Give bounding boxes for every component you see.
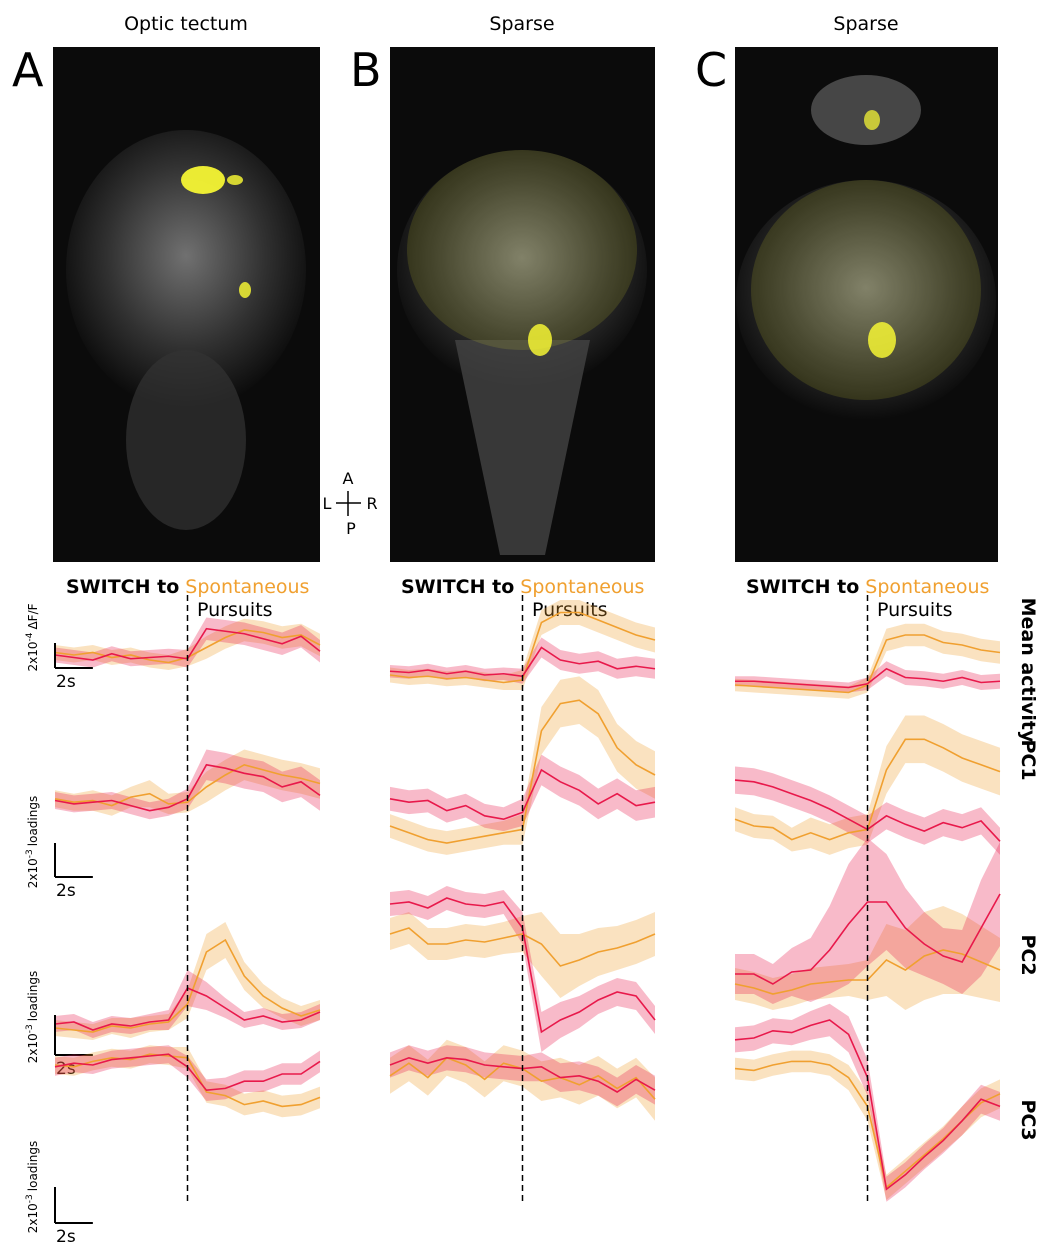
legend-entry: Spontaneous (865, 576, 989, 598)
error-band (735, 766, 1000, 855)
row-label: PC3 (1017, 1099, 1039, 1140)
line: Spontaneous (389, 927, 656, 967)
error-band (735, 1003, 1000, 1202)
error-band (735, 1050, 1000, 1200)
legend-entry: Pursuits (877, 599, 953, 621)
line: Pursuits (735, 667, 1001, 689)
scale-label-base: 2x10 (26, 1203, 40, 1233)
compass-label: L (323, 494, 332, 513)
line: Spontaneous (54, 938, 321, 1033)
scale-bar-y-label: 2x10-3 loadings (25, 1141, 40, 1233)
legend-prefix: SWITCH to (746, 576, 859, 598)
panel-title: Optic tectum (124, 13, 248, 35)
panel-letter: B (350, 43, 382, 97)
panel-title: Sparse (833, 13, 898, 35)
error-band (390, 886, 655, 1052)
legend-entry: Spontaneous (520, 576, 644, 598)
compass-label: A (343, 469, 354, 488)
scale-bar-y-label: 2x10-3 loadings (25, 971, 40, 1063)
scale-label-exponent: -3 (25, 849, 35, 858)
compass-label: P (346, 519, 356, 538)
scale-label-unit: loadings (26, 971, 40, 1021)
brain-image-b (390, 47, 655, 562)
scale-label-unit: loadings (26, 1141, 40, 1191)
scale-bar-x-label: 2s (56, 1227, 76, 1242)
line: Pursuits (735, 893, 1001, 985)
error-band (390, 600, 655, 690)
error-band (390, 676, 655, 855)
scale-label-base: 2x10 (26, 858, 40, 888)
row-label: PC1 (1017, 739, 1039, 780)
legend: SWITCH to Spontaneous (746, 576, 989, 598)
error-band (390, 912, 655, 998)
scale-label-exponent: -3 (25, 1194, 35, 1203)
scale-bar-x-label: 2s (56, 672, 76, 692)
legend: SWITCH to Spontaneous (401, 576, 644, 598)
brain-image-c (735, 47, 998, 562)
error-band (390, 754, 655, 832)
legend-prefix: SWITCH to (401, 576, 514, 598)
compass (336, 491, 361, 516)
scale-label-base: 2x10 (26, 1033, 40, 1063)
scale-bar-y-label: 2x10-4 ΔF/F (25, 603, 40, 671)
line: Pursuits (389, 768, 656, 821)
legend-entry: Spontaneous (185, 576, 309, 598)
brain-image-a (53, 47, 320, 562)
scale-label-exponent: -3 (25, 1024, 35, 1033)
compass-label: R (366, 494, 377, 513)
error-band (55, 749, 320, 816)
legend: SWITCH to Spontaneous (66, 576, 309, 598)
error-band (55, 617, 320, 668)
panel-letter: A (12, 43, 44, 97)
panel-letter: C (695, 43, 727, 97)
scale-label-base: 2x10 (26, 642, 40, 672)
row-label: PC2 (1017, 934, 1039, 975)
scale-label-exponent: -4 (25, 632, 35, 641)
scale-bar-y-label: 2x10-3 loadings (25, 796, 40, 888)
legend-prefix: SWITCH to (66, 576, 179, 598)
error-band (735, 906, 1000, 1010)
scale-label-unit: loadings (26, 796, 40, 846)
legend-entry: Pursuits (197, 599, 273, 621)
scale-label-unit: ΔF/F (26, 603, 40, 629)
row-label: Mean activity (1017, 598, 1039, 743)
panel-title: Sparse (489, 13, 554, 35)
scale-bar-x-label: 2s (56, 881, 76, 901)
error-band (55, 1045, 320, 1118)
error-band (735, 623, 1000, 699)
error-band (735, 715, 1000, 855)
